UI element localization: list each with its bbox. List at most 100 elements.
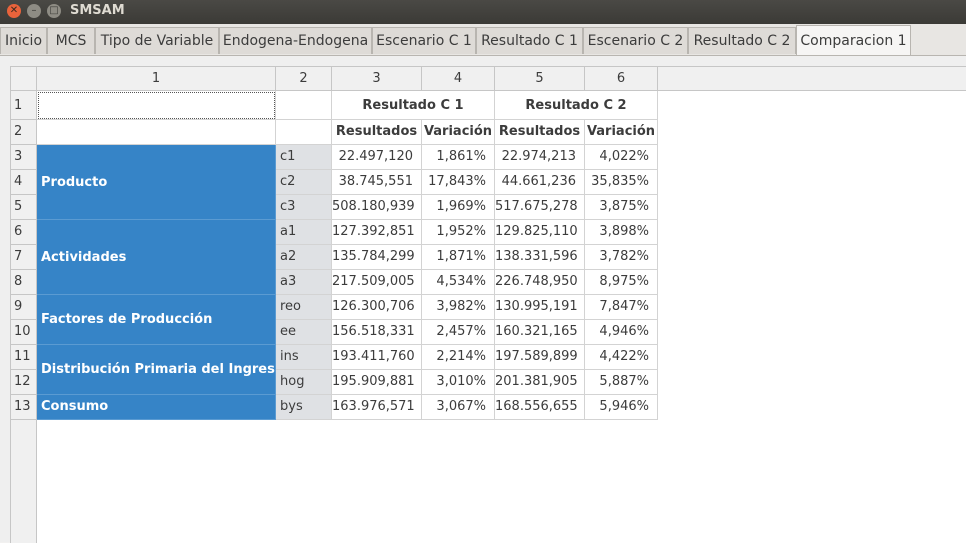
row-header[interactable]: 8	[11, 270, 37, 295]
result-c1-cell[interactable]: 126.300,706	[332, 295, 422, 320]
result-c2-cell[interactable]: 138.331,596	[495, 245, 585, 270]
result-c1-cell[interactable]: 38.745,551	[332, 170, 422, 195]
result-c1-cell[interactable]: 508.180,939	[332, 195, 422, 220]
row-header[interactable]: 9	[11, 295, 37, 320]
code-cell[interactable]: ee	[276, 320, 332, 345]
row-header[interactable]: 10	[11, 320, 37, 345]
sub-header[interactable]: Resultados	[332, 120, 422, 145]
group-label-factores[interactable]: Factores de Producción	[37, 295, 276, 345]
variation-c2-cell[interactable]: 4,946%	[585, 320, 658, 345]
result-c2-cell[interactable]: 130.995,191	[495, 295, 585, 320]
row-header[interactable]: 4	[11, 170, 37, 195]
result-c2-cell[interactable]: 44.661,236	[495, 170, 585, 195]
result-c1-cell[interactable]: 156.518,331	[332, 320, 422, 345]
group-label-consumo[interactable]: Consumo	[37, 395, 276, 420]
result-c2-cell[interactable]: 160.321,165	[495, 320, 585, 345]
column-header[interactable]: 2	[276, 67, 332, 91]
tab-escenario-c2[interactable]: Escenario C 2	[583, 27, 688, 54]
tab-comparacion-1[interactable]: Comparacion 1	[796, 25, 911, 55]
column-header[interactable]: 3	[332, 67, 422, 91]
code-cell[interactable]: reo	[276, 295, 332, 320]
code-cell[interactable]: a1	[276, 220, 332, 245]
row-header[interactable]: 3	[11, 145, 37, 170]
variation-c1-cell[interactable]: 1,861%	[422, 145, 495, 170]
minimize-icon[interactable]: –	[27, 4, 41, 18]
maximize-icon[interactable]: □	[47, 4, 61, 18]
result-c1-cell[interactable]: 195.909,881	[332, 370, 422, 395]
tab-tipo-de-variable[interactable]: Tipo de Variable	[95, 27, 219, 54]
tab-escenario-c1[interactable]: Escenario C 1	[372, 27, 476, 54]
variation-c1-cell[interactable]: 1,871%	[422, 245, 495, 270]
code-cell[interactable]: ins	[276, 345, 332, 370]
sub-header[interactable]: Resultados	[495, 120, 585, 145]
sub-header[interactable]: Variación	[585, 120, 658, 145]
variation-c2-cell[interactable]: 3,898%	[585, 220, 658, 245]
row-header[interactable]: 7	[11, 245, 37, 270]
row-header[interactable]: 13	[11, 395, 37, 420]
code-cell[interactable]: a3	[276, 270, 332, 295]
variation-c2-cell[interactable]: 8,975%	[585, 270, 658, 295]
tab-mcs[interactable]: MCS	[47, 27, 95, 54]
code-cell[interactable]: bys	[276, 395, 332, 420]
variation-c2-cell[interactable]: 3,782%	[585, 245, 658, 270]
variation-c1-cell[interactable]: 1,952%	[422, 220, 495, 245]
tab-endogena-endogena[interactable]: Endogena-Endogena	[219, 27, 372, 54]
result-c2-cell[interactable]: 197.589,899	[495, 345, 585, 370]
result-c1-cell[interactable]: 22.497,120	[332, 145, 422, 170]
row-header[interactable]: 12	[11, 370, 37, 395]
variation-c2-cell[interactable]: 4,022%	[585, 145, 658, 170]
result-c1-cell[interactable]: 217.509,005	[332, 270, 422, 295]
result-c1-cell[interactable]: 163.976,571	[332, 395, 422, 420]
code-cell[interactable]: a2	[276, 245, 332, 270]
table-cell[interactable]	[276, 91, 332, 120]
variation-c1-cell[interactable]: 4,534%	[422, 270, 495, 295]
group-header-resultado-c2[interactable]: Resultado C 2	[495, 91, 658, 120]
variation-c1-cell[interactable]: 3,982%	[422, 295, 495, 320]
variation-c1-cell[interactable]: 3,010%	[422, 370, 495, 395]
result-c2-cell[interactable]: 22.974,213	[495, 145, 585, 170]
group-header-resultado-c1[interactable]: Resultado C 1	[332, 91, 495, 120]
variation-c2-cell[interactable]: 4,422%	[585, 345, 658, 370]
code-cell[interactable]: c3	[276, 195, 332, 220]
tab-inicio[interactable]: Inicio	[0, 27, 47, 54]
tab-resultado-c2[interactable]: Resultado C 2	[688, 27, 796, 54]
result-c1-cell[interactable]: 193.411,760	[332, 345, 422, 370]
result-c2-cell[interactable]: 201.381,905	[495, 370, 585, 395]
variation-c2-cell[interactable]: 35,835%	[585, 170, 658, 195]
result-c1-cell[interactable]: 135.784,299	[332, 245, 422, 270]
row-header[interactable]: 2	[11, 120, 37, 145]
table-cell[interactable]	[37, 120, 276, 145]
sub-header[interactable]: Variación	[422, 120, 495, 145]
group-label-distribucion[interactable]: Distribución Primaria del Ingreso	[37, 345, 276, 395]
row-header[interactable]: 5	[11, 195, 37, 220]
result-c1-cell[interactable]: 127.392,851	[332, 220, 422, 245]
group-label-actividades[interactable]: Actividades	[37, 220, 276, 295]
corner-button[interactable]	[11, 67, 37, 91]
variation-c1-cell[interactable]: 3,067%	[422, 395, 495, 420]
table-cell[interactable]	[276, 120, 332, 145]
variation-c1-cell[interactable]: 2,214%	[422, 345, 495, 370]
tab-resultado-c1[interactable]: Resultado C 1	[476, 27, 583, 54]
column-header[interactable]: 5	[495, 67, 585, 91]
variation-c2-cell[interactable]: 5,887%	[585, 370, 658, 395]
code-cell[interactable]: hog	[276, 370, 332, 395]
code-cell[interactable]: c2	[276, 170, 332, 195]
result-c2-cell[interactable]: 168.556,655	[495, 395, 585, 420]
result-c2-cell[interactable]: 226.748,950	[495, 270, 585, 295]
variation-c1-cell[interactable]: 1,969%	[422, 195, 495, 220]
table-cell-selected[interactable]	[37, 91, 276, 120]
variation-c2-cell[interactable]: 7,847%	[585, 295, 658, 320]
result-c2-cell[interactable]: 517.675,278	[495, 195, 585, 220]
variation-c2-cell[interactable]: 3,875%	[585, 195, 658, 220]
group-label-producto[interactable]: Producto	[37, 145, 276, 220]
variation-c2-cell[interactable]: 5,946%	[585, 395, 658, 420]
column-header[interactable]: 4	[422, 67, 495, 91]
row-header[interactable]: 11	[11, 345, 37, 370]
column-header[interactable]: 1	[37, 67, 276, 91]
code-cell[interactable]: c1	[276, 145, 332, 170]
row-header[interactable]: 1	[11, 91, 37, 120]
row-header[interactable]: 6	[11, 220, 37, 245]
comparison-table[interactable]: 1 2 3 4 5 6 1 2 3 4 5 6 7 8 9 10 11 12 1…	[10, 66, 966, 543]
close-icon[interactable]: ✕	[7, 4, 21, 18]
result-c2-cell[interactable]: 129.825,110	[495, 220, 585, 245]
